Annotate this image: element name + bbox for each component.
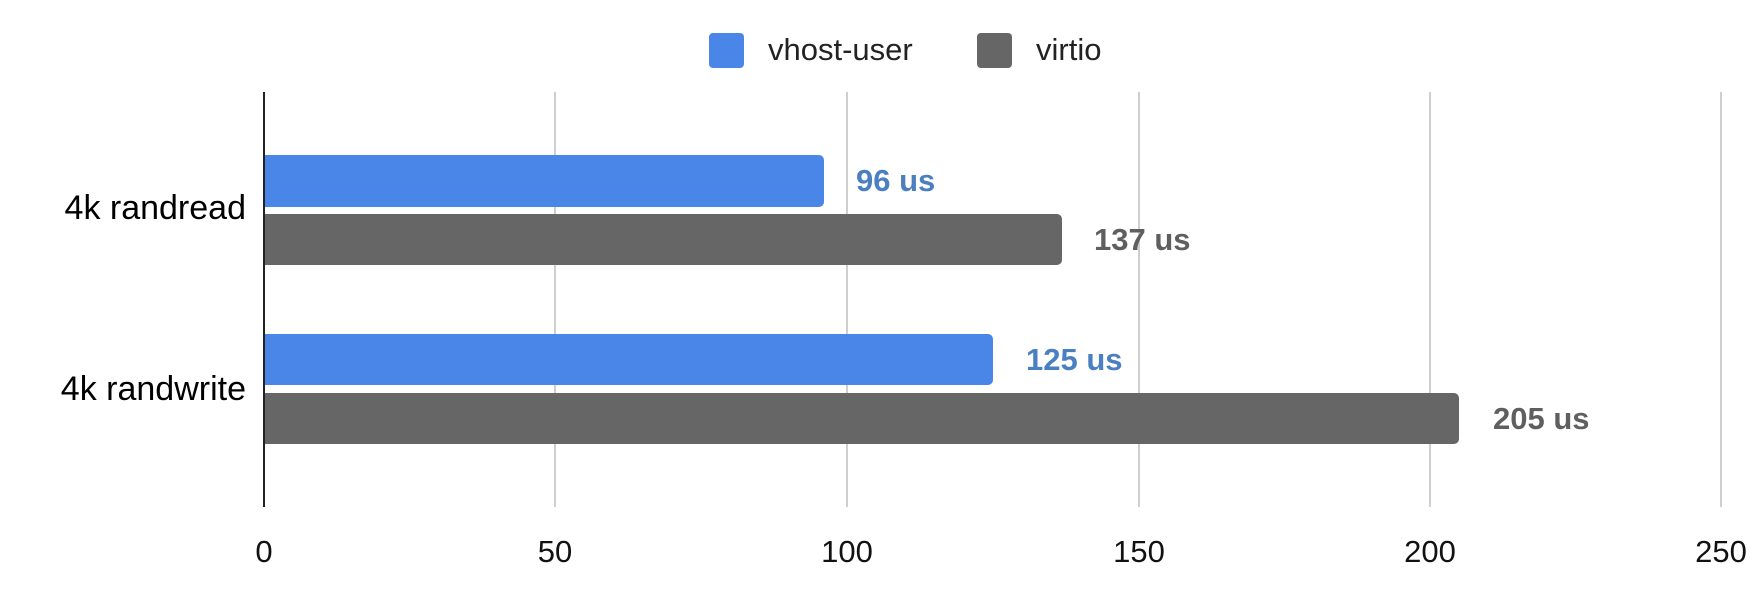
gridline-100 xyxy=(846,92,848,507)
legend-item-virtio[interactable]: virtio xyxy=(977,30,1101,70)
value-label-vhost-user-randwrite: 125 us xyxy=(1026,342,1123,377)
gridline-250 xyxy=(1720,92,1722,507)
value-label-virtio-randwrite: 205 us xyxy=(1493,401,1590,436)
gridline-50 xyxy=(554,92,556,507)
x-tick-100: 100 xyxy=(821,534,873,569)
x-tick-50: 50 xyxy=(537,534,573,569)
category-label-randwrite: 4k randwrite xyxy=(60,370,246,408)
value-label-virtio-randread: 137 us xyxy=(1094,222,1191,257)
x-tick-150: 150 xyxy=(1113,534,1165,569)
legend-swatch-virtio xyxy=(977,32,1012,68)
legend-item-vhost-user[interactable]: vhost-user xyxy=(709,30,913,70)
x-tick-0: 0 xyxy=(255,534,273,569)
legend-label-virtio: virtio xyxy=(1036,32,1102,67)
bar-vhost-user-randread[interactable] xyxy=(264,155,824,207)
gridline-150 xyxy=(1138,92,1140,507)
legend-label-vhost-user: vhost-user xyxy=(768,32,913,67)
x-tick-250: 250 xyxy=(1695,534,1747,569)
value-label-vhost-user-randread: 96 us xyxy=(856,163,936,198)
legend-swatch-vhost-user xyxy=(709,32,744,68)
category-label-randread: 4k randread xyxy=(64,189,246,227)
bar-virtio-randwrite[interactable] xyxy=(264,393,1459,444)
x-tick-200: 200 xyxy=(1404,534,1456,569)
chart-legend: vhost-user virtio xyxy=(0,30,1752,70)
bar-vhost-user-randwrite[interactable] xyxy=(264,334,993,385)
gridline-200 xyxy=(1429,92,1431,507)
bar-virtio-randread[interactable] xyxy=(264,214,1062,265)
y-axis-line xyxy=(263,92,265,507)
